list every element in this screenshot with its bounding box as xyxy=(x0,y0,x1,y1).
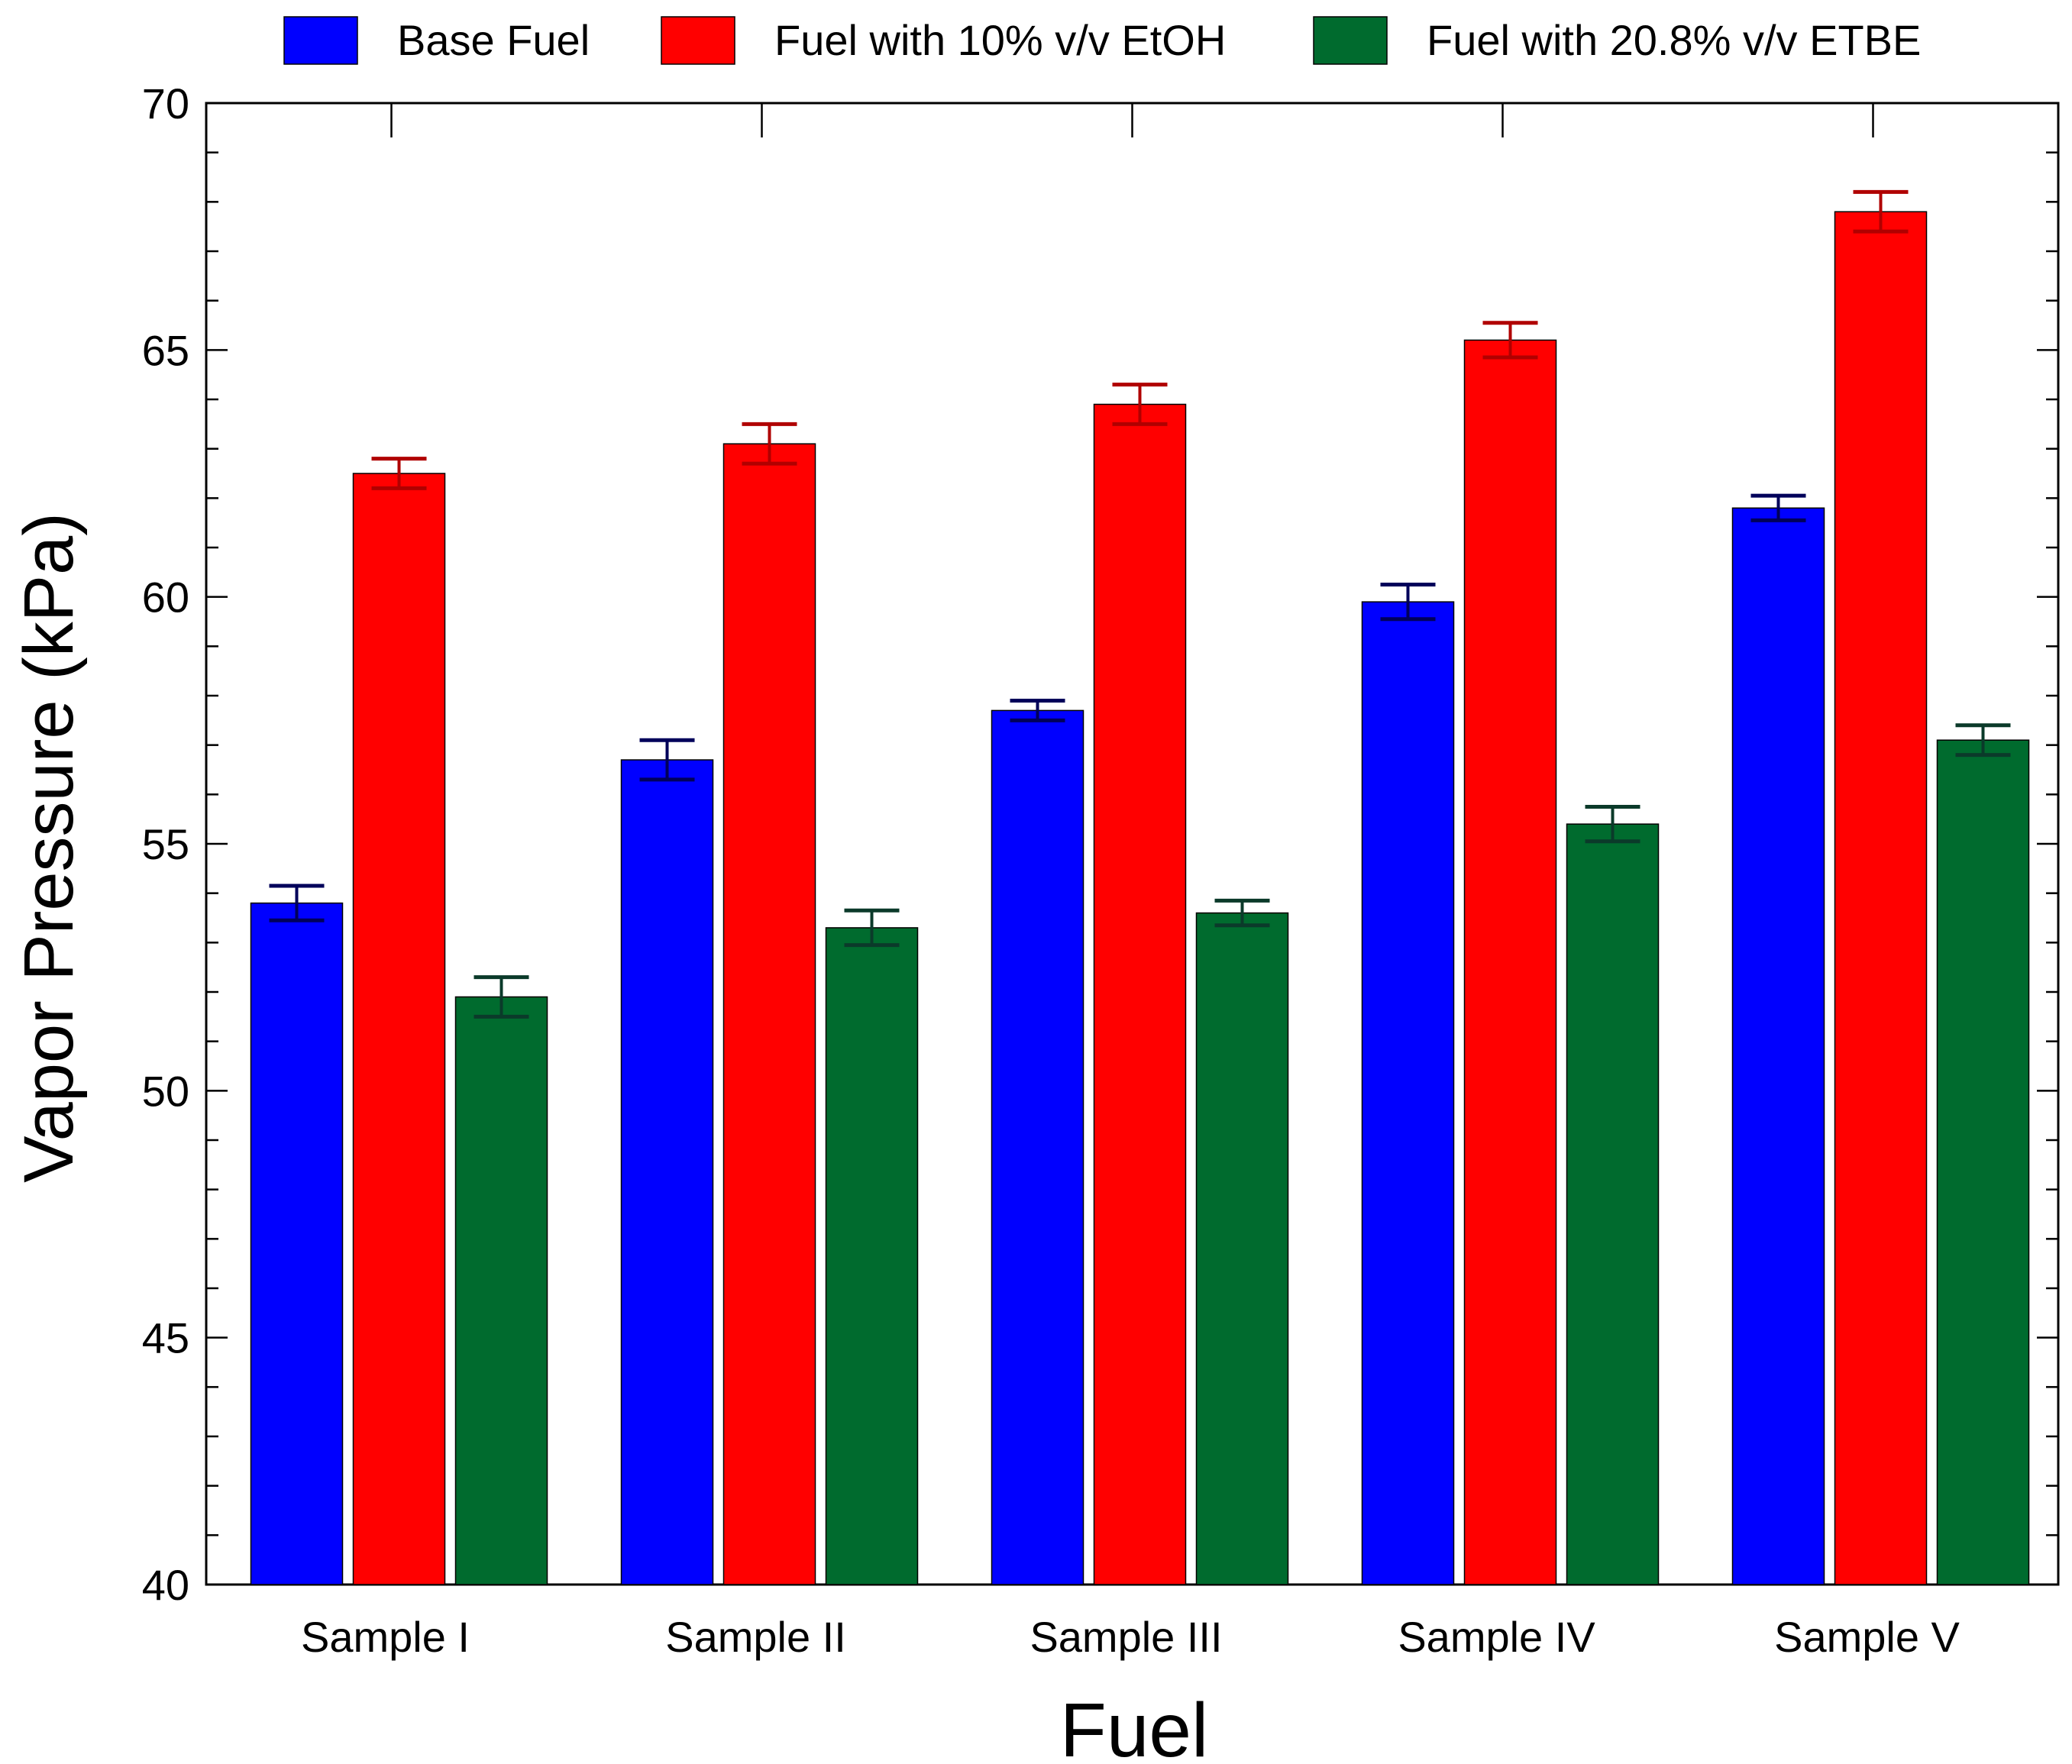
bar xyxy=(1195,912,1289,1585)
y-tick-label: 65 xyxy=(142,326,189,374)
bar xyxy=(991,709,1084,1585)
plot-area: 40 45 50 55 60 65 70 Sample I Sample II Sample II… xyxy=(142,79,2060,1661)
bar xyxy=(1936,739,2030,1585)
bar xyxy=(1731,507,1825,1585)
bar xyxy=(825,927,919,1585)
bar xyxy=(1093,403,1187,1585)
x-tick-label: Sample I xyxy=(301,1613,470,1661)
legend-swatch xyxy=(661,16,735,65)
y-tick-label: 45 xyxy=(142,1314,189,1362)
bar xyxy=(1361,601,1455,1585)
x-tick-label: Sample V xyxy=(1774,1613,1960,1661)
x-tick-label: Sample III xyxy=(1030,1613,1222,1661)
x-tick-label: Sample IV xyxy=(1398,1613,1595,1661)
x-axis-title: Fuel xyxy=(1060,1688,1209,1764)
bar xyxy=(722,443,816,1585)
legend-label: Base Fuel xyxy=(397,16,590,64)
y-tick-label: 50 xyxy=(142,1067,189,1115)
bar xyxy=(454,996,548,1585)
legend-swatch xyxy=(283,16,358,65)
legend: Base Fuel Fuel with 10% v/v EtOH Fuel with… xyxy=(283,16,1921,65)
y-tick-label: 70 xyxy=(142,79,189,128)
y-tick-label: 60 xyxy=(142,573,189,622)
x-tick-label: Sample II xyxy=(665,1613,846,1661)
bar xyxy=(1834,211,1928,1585)
legend-label: Fuel with 10% v/v EtOH xyxy=(774,16,1226,64)
y-axis-title: Vapor Pressure (kPa) xyxy=(10,512,88,1183)
y-tick-label: 40 xyxy=(142,1561,189,1609)
bar xyxy=(620,759,714,1585)
bar xyxy=(1566,823,1660,1585)
legend-swatch xyxy=(1313,16,1388,65)
y-tick-label: 55 xyxy=(142,820,189,868)
bar xyxy=(352,473,446,1585)
bar xyxy=(250,902,344,1585)
legend-label: Fuel with 20.8% v/v ETBE xyxy=(1427,16,1921,64)
bar xyxy=(1463,339,1557,1585)
